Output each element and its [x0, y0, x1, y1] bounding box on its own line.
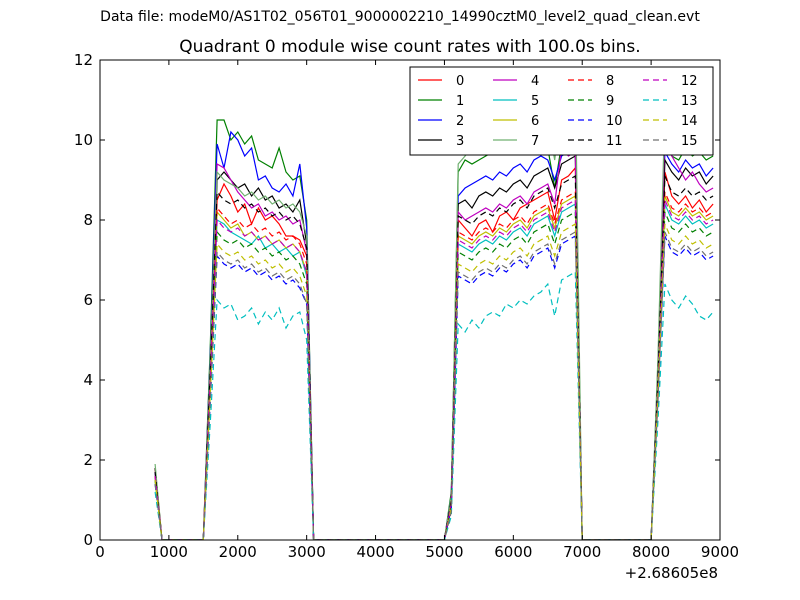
series-line-0	[154, 166, 714, 540]
legend-item-8: 8	[568, 74, 614, 89]
x-tick-label: 8000	[632, 543, 670, 561]
chart-title: Quadrant 0 module wise count rates with …	[179, 37, 641, 57]
legend-label: 2	[456, 114, 464, 129]
legend-item-12: 12	[643, 74, 698, 89]
series-line-1	[154, 119, 714, 540]
figure-suptitle: Data file: modeM0/AS1T02_056T01_90000022…	[100, 9, 700, 25]
series-line-13	[154, 270, 714, 540]
legend-label: 7	[531, 134, 539, 149]
legend-item-6: 6	[493, 114, 539, 129]
legend-item-15: 15	[643, 134, 698, 149]
y-tick-label: 4	[83, 371, 93, 389]
series-line-11	[154, 174, 714, 540]
legend-item-11: 11	[568, 134, 623, 149]
y-tick-label: 0	[83, 531, 93, 549]
legend-item-3: 3	[418, 134, 464, 149]
series-line-6	[154, 194, 714, 540]
series-line-3	[154, 154, 714, 540]
legend-item-5: 5	[493, 94, 539, 109]
legend-label: 11	[606, 134, 623, 149]
legend-label: 8	[606, 74, 614, 89]
legend-item-4: 4	[493, 74, 539, 89]
legend-label: 0	[456, 74, 464, 89]
x-tick-label: 7000	[563, 543, 601, 561]
x-tick-label: 2000	[219, 543, 257, 561]
series-line-12	[154, 198, 714, 540]
legend-label: 14	[681, 114, 698, 129]
series-line-14	[154, 222, 714, 540]
legend-item-1: 1	[418, 94, 464, 109]
legend-label: 10	[606, 114, 623, 129]
legend-box	[409, 66, 714, 156]
series-layer	[154, 66, 714, 540]
series-line-8	[154, 190, 714, 540]
series-line-4	[154, 123, 714, 540]
legend-item-14: 14	[643, 114, 698, 129]
legend-label: 12	[681, 74, 698, 89]
series-line-15	[154, 230, 714, 540]
legend-label: 6	[531, 114, 539, 129]
legend-label: 4	[531, 74, 539, 89]
y-tick-label: 12	[74, 51, 93, 69]
legend-item-7: 7	[493, 134, 539, 149]
x-axis: 0 1000 2000 3000 4000 5000 6000 7000 8000 9000	[95, 60, 739, 561]
legend-item-13: 13	[643, 94, 698, 109]
legend-item-0: 0	[418, 74, 464, 89]
series-line-5	[154, 202, 714, 540]
x-tick-label: 3000	[288, 543, 326, 561]
x-tick-label: 6000	[494, 543, 532, 561]
x-tick-label: 9000	[701, 543, 739, 561]
legend-label: 5	[531, 94, 539, 109]
legend-label: 1	[456, 94, 464, 109]
legend-label: 13	[681, 94, 698, 109]
y-tick-label: 6	[83, 291, 93, 309]
x-tick-label: 5000	[425, 543, 463, 561]
x-axis-offset-label: +2.68605e8	[625, 564, 718, 582]
y-tick-label: 10	[74, 131, 93, 149]
legend-label: 3	[456, 134, 464, 149]
x-tick-label: 1000	[150, 543, 188, 561]
legend-item-9: 9	[568, 94, 614, 109]
series-line-7	[154, 66, 714, 540]
legend-item-2: 2	[418, 114, 464, 129]
legend-label: 9	[606, 94, 614, 109]
series-line-9	[154, 210, 714, 540]
series-line-10	[154, 234, 714, 540]
legend-label: 15	[681, 134, 698, 149]
y-tick-label: 8	[83, 211, 93, 229]
x-tick-label: 0	[95, 543, 105, 561]
y-tick-label: 2	[83, 451, 93, 469]
legend-item-10: 10	[568, 114, 623, 129]
x-tick-label: 4000	[356, 543, 394, 561]
series-line-2	[154, 130, 714, 540]
